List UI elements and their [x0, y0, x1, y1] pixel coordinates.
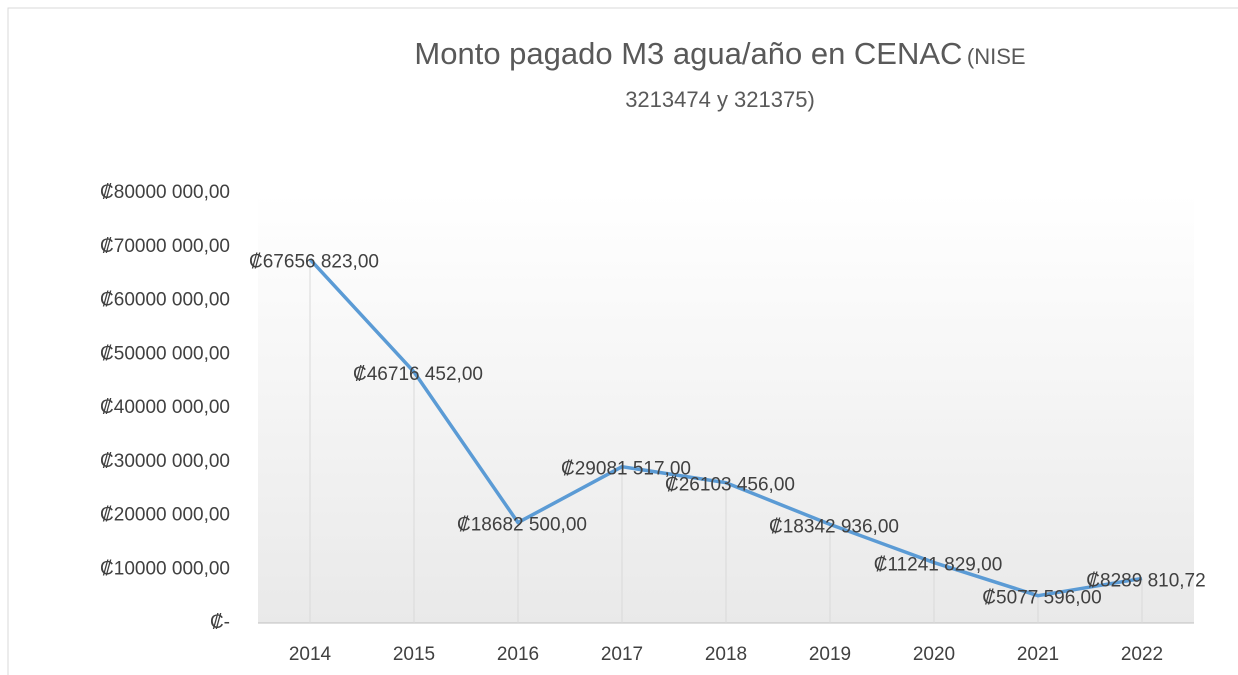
x-tick-label: 2019 — [809, 644, 851, 665]
data-label: ₡8289 810,72 — [1086, 570, 1205, 591]
y-tick-label: ₡10000 000,00 — [100, 558, 230, 579]
data-label: ₡11241 829,00 — [874, 555, 1003, 576]
data-label: ₡46716 452,00 — [353, 364, 483, 385]
y-tick-label: ₡70000 000,00 — [100, 236, 230, 257]
x-tick-label: 2015 — [393, 644, 435, 665]
chart-title: Monto pagado M3 agua/año en CENAC — [414, 36, 963, 71]
x-tick-label: 2021 — [1017, 644, 1059, 665]
y-tick-label: ₡20000 000,00 — [100, 505, 230, 526]
x-tick-label: 2017 — [601, 644, 643, 665]
data-label: ₡26103 456,00 — [665, 475, 795, 496]
y-tick-label: ₡50000 000,00 — [100, 343, 230, 364]
data-label: ₡18342 936,00 — [769, 516, 899, 537]
y-tick-label: ₡- — [210, 612, 230, 633]
x-tick-label: 2016 — [497, 644, 539, 665]
title-block: Monto pagado M3 agua/año en CENAC (NISE … — [410, 34, 1030, 123]
chart-subtitle: (NISE 3213474 y 321375) — [625, 44, 1026, 112]
x-tick-label: 2022 — [1121, 644, 1163, 665]
data-label: ₡18682 500,00 — [457, 515, 587, 536]
y-tick-label: ₡40000 000,00 — [100, 397, 230, 418]
chart-border — [7, 7, 1238, 675]
data-label: ₡5077 596,00 — [982, 588, 1101, 609]
x-tick-label: 2018 — [705, 644, 747, 665]
data-label: ₡29081 517,00 — [561, 459, 691, 480]
y-tick-label: ₡60000 000,00 — [100, 290, 230, 311]
series-line — [308, 258, 1143, 598]
data-label: ₡67656 823,00 — [249, 251, 379, 272]
x-tick-label: 2014 — [289, 644, 332, 665]
y-tick-label: ₡80000 000,00 — [100, 182, 230, 203]
y-tick-label: ₡30000 000,00 — [100, 451, 230, 472]
x-tick-label: 2020 — [913, 644, 955, 665]
